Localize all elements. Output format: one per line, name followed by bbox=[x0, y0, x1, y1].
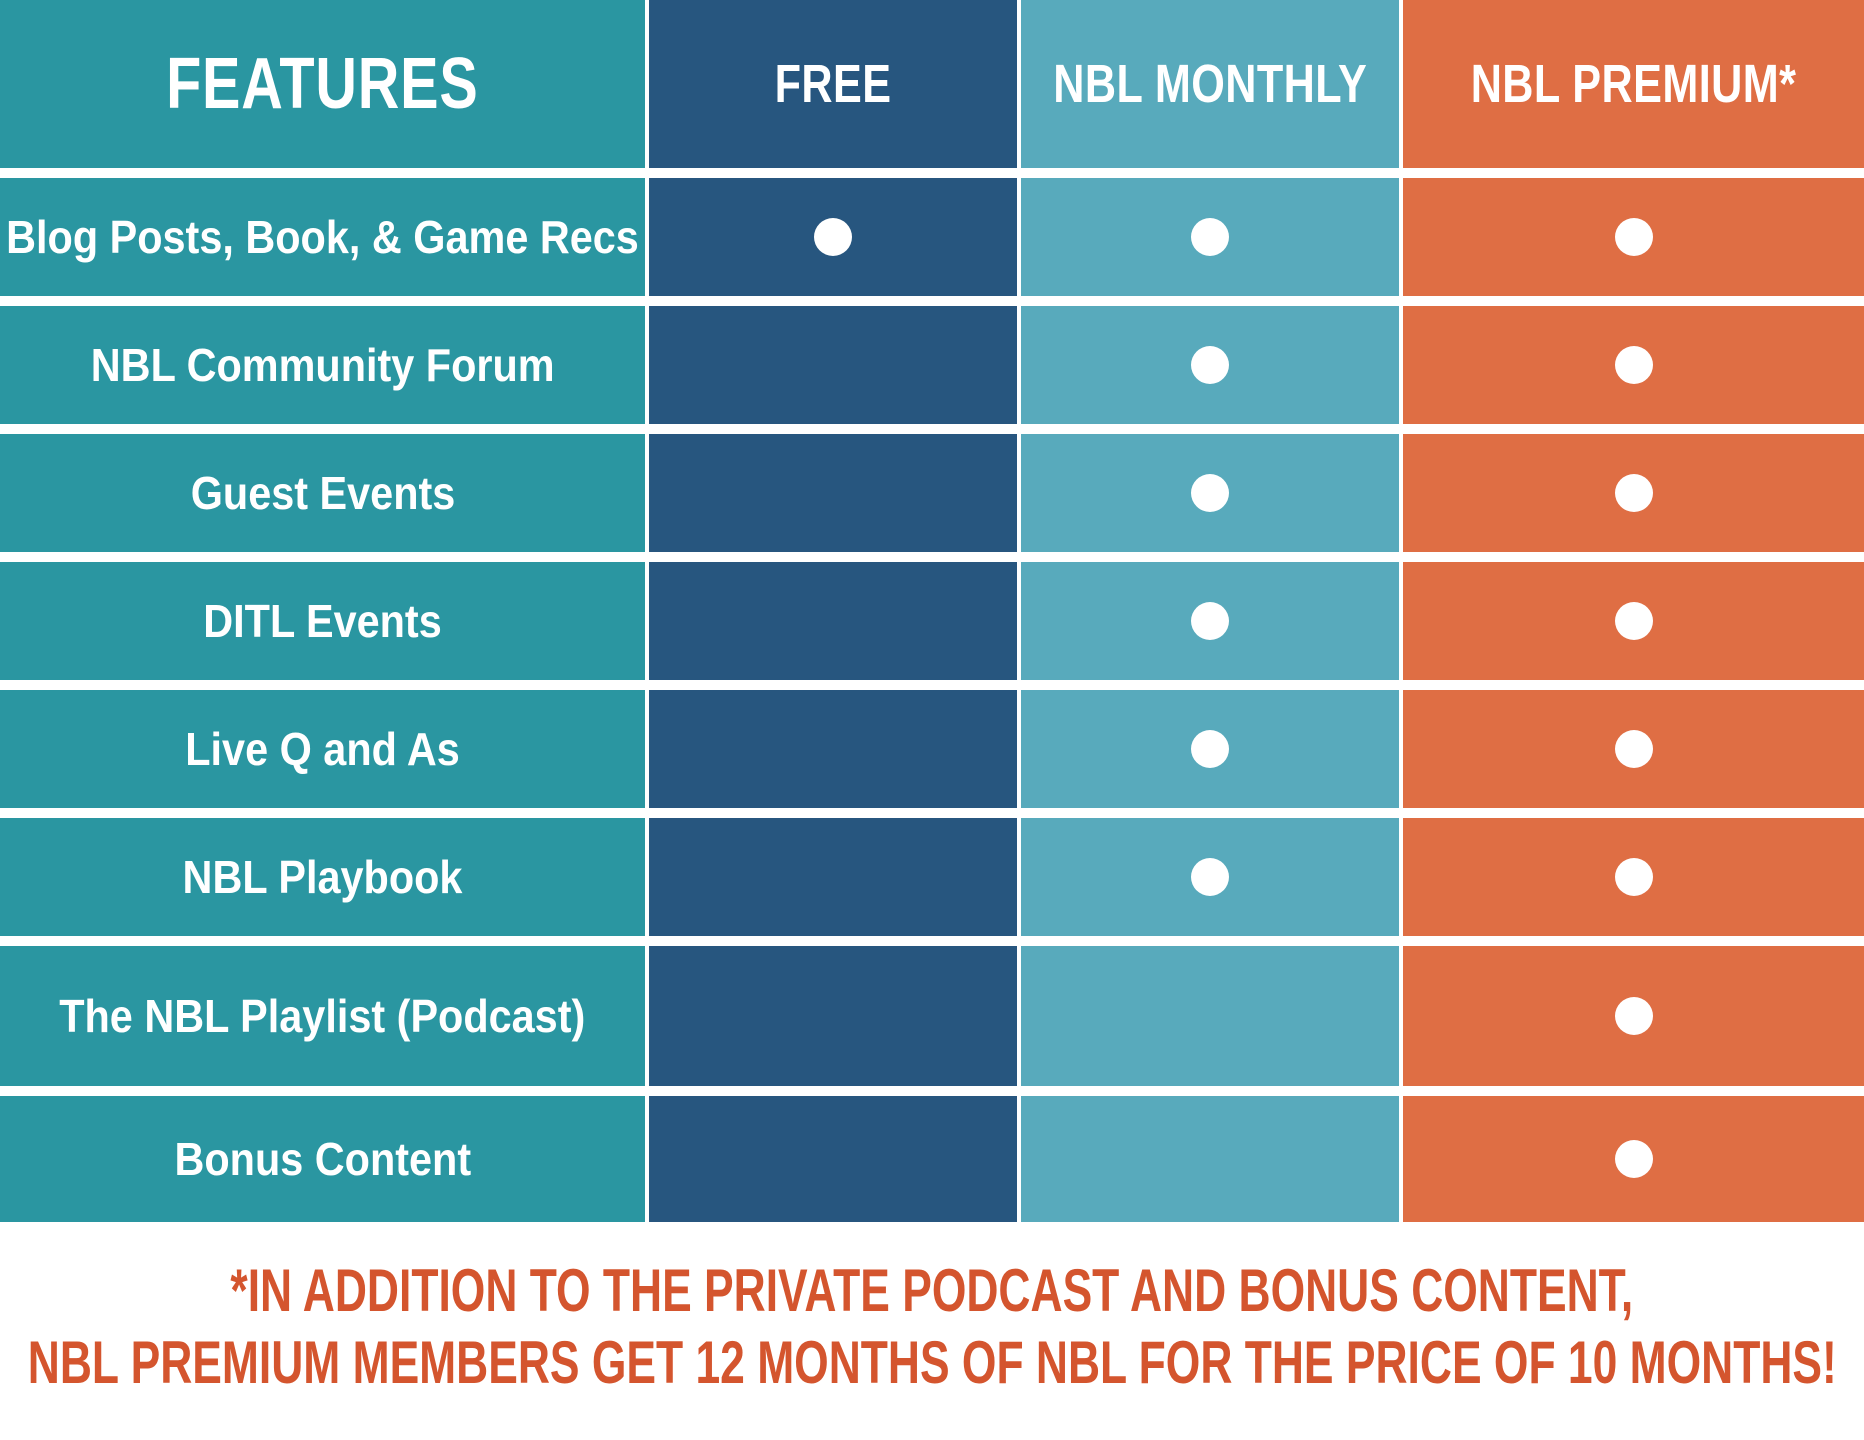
feature-label: Blog Posts, Book, & Game Recs bbox=[6, 211, 639, 263]
header-cell-free: FREE bbox=[649, 0, 1017, 168]
feature-name-cell: Bonus Content bbox=[0, 1096, 645, 1222]
feature-name-cell: NBL Community Forum bbox=[0, 306, 645, 424]
monthly-plan-cell bbox=[1021, 562, 1399, 680]
check-dot-icon bbox=[1614, 346, 1653, 384]
header-cell-features: FEATURES bbox=[0, 0, 645, 168]
premium-plan-cell bbox=[1403, 562, 1864, 680]
feature-name-cell: Live Q and As bbox=[0, 690, 645, 808]
monthly-plan-cell bbox=[1021, 306, 1399, 424]
footnote: *IN ADDITION TO THE PRIVATE PODCAST AND … bbox=[0, 1254, 1864, 1398]
check-dot-icon bbox=[1614, 474, 1653, 512]
free-plan-cell bbox=[649, 1096, 1017, 1222]
check-dot-icon bbox=[1191, 346, 1229, 384]
feature-label: Bonus Content bbox=[174, 1133, 471, 1185]
free-plan-cell bbox=[649, 818, 1017, 936]
feature-label: Guest Events bbox=[190, 467, 455, 519]
check-dot-icon bbox=[814, 218, 852, 256]
nbl-monthly-header-label: NBL MONTHLY bbox=[1052, 54, 1368, 114]
premium-plan-cell bbox=[1403, 178, 1864, 296]
monthly-plan-cell bbox=[1021, 946, 1399, 1086]
free-plan-cell bbox=[649, 690, 1017, 808]
free-header-label: FREE bbox=[774, 54, 892, 114]
feature-label: DITL Events bbox=[203, 595, 442, 647]
monthly-plan-cell bbox=[1021, 818, 1399, 936]
check-dot-icon bbox=[1191, 858, 1229, 896]
footnote-line-1: *IN ADDITION TO THE PRIVATE PODCAST AND … bbox=[230, 1256, 1634, 1324]
feature-name-cell: Guest Events bbox=[0, 434, 645, 552]
check-dot-icon bbox=[1614, 602, 1653, 640]
feature-label: NBL Playbook bbox=[182, 851, 463, 903]
features-comparison-table: FEATURES FREE NBL MONTHLY NBL PREMIUM* B… bbox=[0, 0, 1864, 1222]
premium-plan-cell bbox=[1403, 1096, 1864, 1222]
feature-label: The NBL Playlist (Podcast) bbox=[59, 990, 586, 1042]
monthly-plan-cell bbox=[1021, 178, 1399, 296]
premium-plan-cell bbox=[1403, 434, 1864, 552]
check-dot-icon bbox=[1614, 730, 1653, 768]
feature-name-cell: DITL Events bbox=[0, 562, 645, 680]
features-header-label: FEATURES bbox=[166, 44, 479, 124]
check-dot-icon bbox=[1191, 218, 1229, 256]
check-dot-icon bbox=[1614, 218, 1653, 256]
feature-name-cell: NBL Playbook bbox=[0, 818, 645, 936]
free-plan-cell bbox=[649, 434, 1017, 552]
feature-label: Live Q and As bbox=[185, 723, 460, 775]
premium-plan-cell bbox=[1403, 818, 1864, 936]
feature-label: NBL Community Forum bbox=[90, 339, 555, 391]
monthly-plan-cell bbox=[1021, 434, 1399, 552]
feature-name-cell: Blog Posts, Book, & Game Recs bbox=[0, 178, 645, 296]
nbl-premium-header-label: NBL PREMIUM* bbox=[1470, 54, 1797, 114]
check-dot-icon bbox=[1614, 997, 1653, 1035]
header-cell-nbl-premium: NBL PREMIUM* bbox=[1403, 0, 1864, 168]
monthly-plan-cell bbox=[1021, 1096, 1399, 1222]
free-plan-cell bbox=[649, 178, 1017, 296]
check-dot-icon bbox=[1191, 474, 1229, 512]
check-dot-icon bbox=[1191, 602, 1229, 640]
free-plan-cell bbox=[649, 306, 1017, 424]
check-dot-icon bbox=[1614, 858, 1653, 896]
free-plan-cell bbox=[649, 946, 1017, 1086]
footnote-line-2: NBL PREMIUM MEMBERS GET 12 MONTHS OF NBL… bbox=[27, 1328, 1837, 1396]
monthly-plan-cell bbox=[1021, 690, 1399, 808]
free-plan-cell bbox=[649, 562, 1017, 680]
premium-plan-cell bbox=[1403, 690, 1864, 808]
premium-plan-cell bbox=[1403, 306, 1864, 424]
check-dot-icon bbox=[1191, 730, 1229, 768]
premium-plan-cell bbox=[1403, 946, 1864, 1086]
feature-name-cell: The NBL Playlist (Podcast) bbox=[0, 946, 645, 1086]
check-dot-icon bbox=[1614, 1140, 1653, 1178]
header-cell-nbl-monthly: NBL MONTHLY bbox=[1021, 0, 1399, 168]
